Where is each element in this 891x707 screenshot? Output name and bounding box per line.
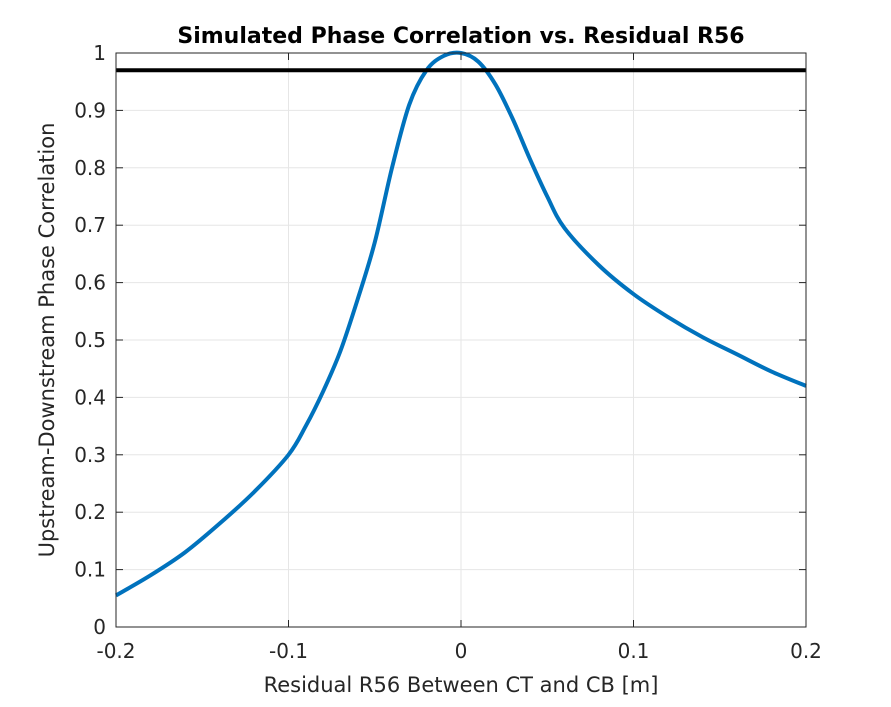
series-line-correlation-curve [114,50,807,598]
y-tick-label: 0.6 [74,271,106,295]
x-axis-label: Residual R56 Between CT and CB [m] [264,673,659,697]
y-tick-label: 0.7 [74,213,106,237]
y-axis-label: Upstream-Downstream Phase Correlation [35,123,59,558]
series-layer [114,50,807,598]
y-tick-label: 0.9 [74,98,106,122]
x-tick-label: 0.2 [790,639,822,663]
chart-title: Simulated Phase Correlation vs. Residual… [177,24,744,49]
x-tick-label: 0.1 [618,639,650,663]
y-tick-label: 0.3 [74,443,106,467]
y-tick-label: 0.5 [74,328,106,352]
x-tick-label: 0 [455,639,468,663]
y-tick-label: 0.8 [74,156,106,180]
x-tick-label: -0.1 [269,639,308,663]
ticks: -0.2 -0.1 0 0.1 0.2 0 0.1 0.2 0.3 0.4 0.5 0.6 0.7 0.8… [74,41,822,663]
y-tick-label: 1 [93,41,106,65]
y-tick-label: 0 [93,615,106,639]
y-tick-label: 0.4 [74,385,106,409]
y-tick-label: 0.1 [74,558,106,582]
y-tick-label: 0.2 [74,500,106,524]
x-tick-label: -0.2 [96,639,135,663]
